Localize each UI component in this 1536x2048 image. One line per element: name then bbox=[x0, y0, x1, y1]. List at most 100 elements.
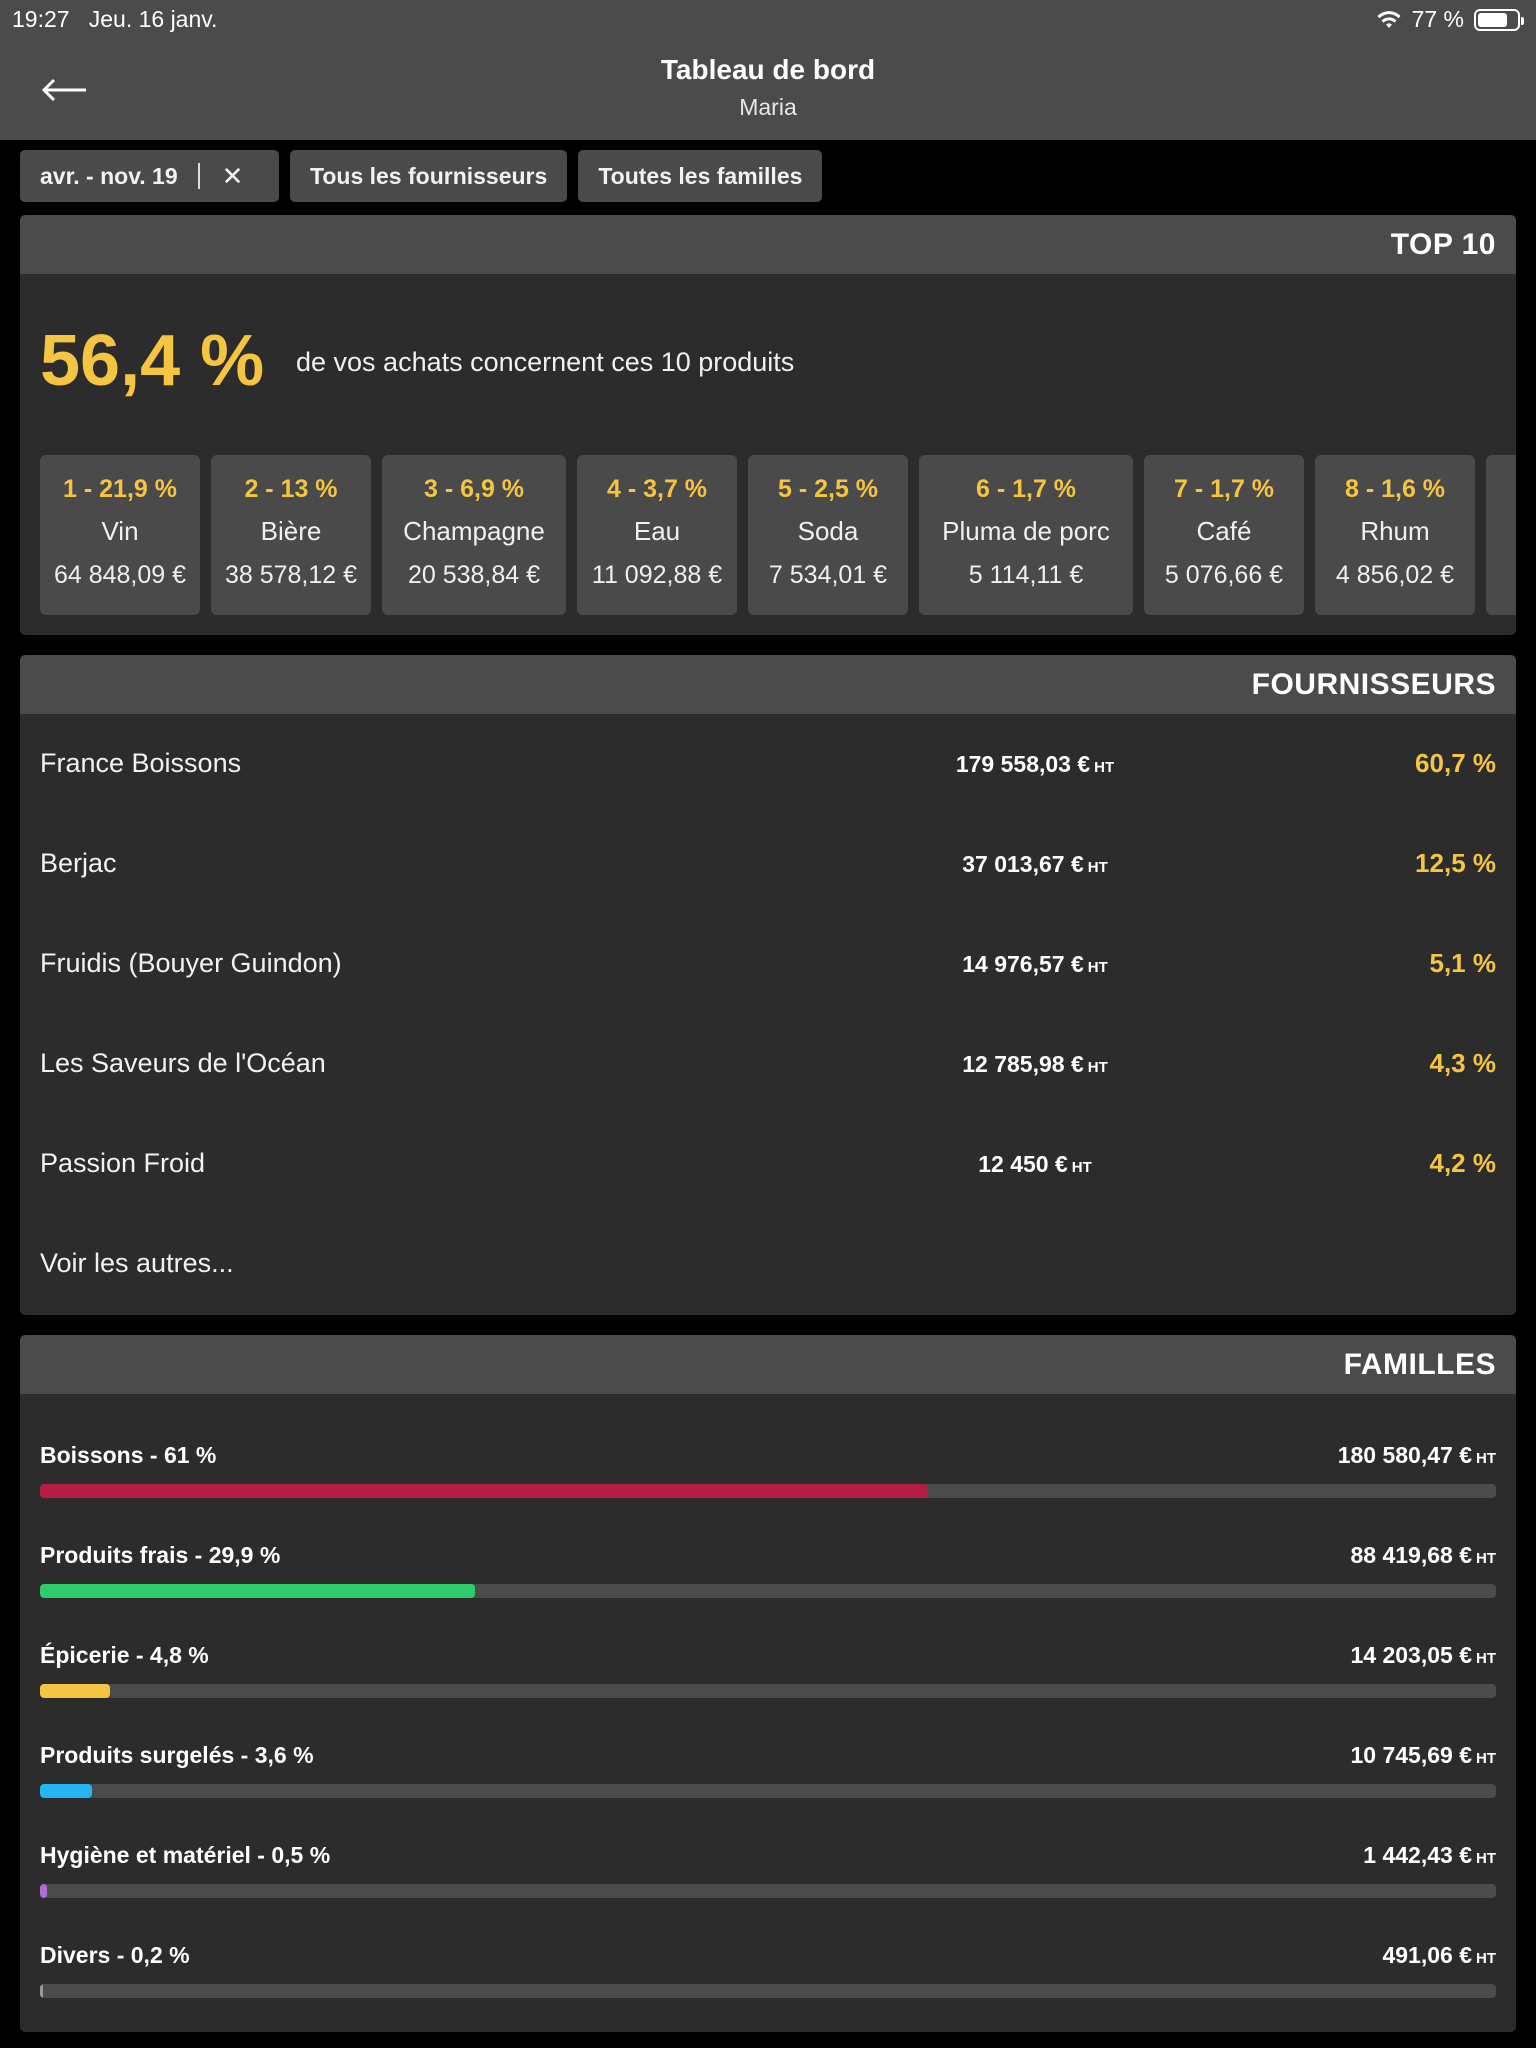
supplier-percent: 12,5 % bbox=[1415, 848, 1496, 878]
ht-unit: HT bbox=[1476, 1750, 1496, 1767]
divider bbox=[197, 163, 200, 189]
top10-cards[interactable]: 1 - 21,9 % Vin 64 848,09 € 2 - 13 % Bièr… bbox=[40, 455, 1516, 615]
supplier-name: Passion Froid bbox=[40, 1148, 206, 1178]
product-card[interactable]: 3 - 6,9 % Champagne 20 538,84 € bbox=[382, 455, 566, 615]
ht-unit: HT bbox=[1087, 1059, 1108, 1076]
arrow-left-icon bbox=[41, 78, 86, 102]
product-name: Champagne bbox=[403, 516, 545, 546]
supplier-name: Fruidis (Bouyer Guindon) bbox=[40, 948, 342, 978]
amount-value: 180 580,47 € bbox=[1337, 1442, 1472, 1468]
battery-percent: 77 % bbox=[1411, 6, 1464, 32]
product-rank: 2 - 13 % bbox=[244, 475, 338, 503]
progress-bar bbox=[40, 1484, 929, 1498]
amount-value: 491,06 € bbox=[1382, 1942, 1472, 1968]
ht-unit: HT bbox=[1476, 1650, 1496, 1667]
amount-value: 12 450 € bbox=[978, 1151, 1068, 1177]
ht-unit: HT bbox=[1071, 1159, 1092, 1176]
close-icon[interactable]: ✕ bbox=[221, 160, 244, 191]
family-label: Divers - 0,2 % bbox=[40, 1942, 190, 1968]
supplier-amount: 37 013,67 € HT bbox=[920, 851, 1150, 878]
product-amount: 64 848,09 € bbox=[53, 561, 187, 589]
page-subtitle: Maria bbox=[739, 94, 797, 120]
product-amount: 4 856,02 € bbox=[1335, 561, 1455, 589]
product-amount: 5 114,11 € bbox=[968, 561, 1084, 589]
progress-track bbox=[40, 1584, 1496, 1598]
product-name: Pluma de porc bbox=[942, 516, 1110, 546]
supplier-amount: 12 785,98 € HT bbox=[920, 1051, 1150, 1078]
filter-bar: avr. - nov. 19 ✕ Tous les fournisseurs T… bbox=[20, 150, 823, 202]
product-amount: 11 092,88 € bbox=[591, 561, 723, 589]
date: Jeu. 16 janv. bbox=[88, 6, 218, 32]
product-card[interactable]: 7 - 1,7 % Café 5 076,66 € bbox=[1144, 455, 1304, 615]
family-amount: 14 203,05 € HT bbox=[1350, 1642, 1496, 1669]
status-time: 19:27 Jeu. 16 janv. bbox=[12, 6, 217, 33]
family-row[interactable]: Produits frais - 29,9 % 88 419,68 € HT bbox=[40, 1542, 1496, 1612]
supplier-row[interactable]: France Boissons 179 558,03 € HT 60,7 % bbox=[20, 748, 1516, 848]
supplier-row[interactable]: Berjac 37 013,67 € HT 12,5 % bbox=[20, 848, 1516, 948]
product-rank: 6 - 1,7 % bbox=[975, 475, 1077, 503]
family-label: Produits frais - 29,9 % bbox=[40, 1542, 281, 1568]
top10-header: TOP 10 bbox=[20, 215, 1516, 274]
product-name: Soda bbox=[797, 516, 859, 546]
family-label: Produits surgelés - 3,6 % bbox=[40, 1742, 314, 1768]
supplier-row[interactable]: Les Saveurs de l'Océan 12 785,98 € HT 4,3… bbox=[20, 1048, 1516, 1148]
product-card[interactable]: 2 - 13 % Bière 38 578,12 € bbox=[211, 455, 371, 615]
product-rank: 1 - 21,9 % bbox=[63, 475, 177, 503]
top10-description: de vos achats concernent ces 10 produits bbox=[296, 347, 795, 377]
supplier-row[interactable]: Fruidis (Bouyer Guindon) 14 976,57 € HT 5… bbox=[20, 948, 1516, 1048]
supplier-filter[interactable]: Tous les fournisseurs bbox=[290, 150, 568, 202]
product-name: Rhum bbox=[1360, 516, 1430, 546]
suppliers-header: FOURNISSEURS bbox=[20, 655, 1516, 714]
family-row[interactable]: Épicerie - 4,8 % 14 203,05 € HT bbox=[40, 1642, 1496, 1712]
progress-track bbox=[40, 1984, 1496, 1998]
progress-bar bbox=[40, 1884, 48, 1898]
product-card[interactable]: 9 4 bbox=[1486, 455, 1516, 615]
family-filter[interactable]: Toutes les familles bbox=[578, 150, 823, 202]
amount-value: 14 203,05 € bbox=[1350, 1642, 1472, 1668]
product-card[interactable]: 4 - 3,7 % Eau 11 092,88 € bbox=[577, 455, 737, 615]
amount-value: 10 745,69 € bbox=[1350, 1742, 1472, 1768]
family-label: Hygiène et matériel - 0,5 % bbox=[40, 1842, 331, 1868]
period-filter[interactable]: avr. - nov. 19 ✕ bbox=[20, 150, 279, 202]
ht-unit: HT bbox=[1476, 1450, 1496, 1467]
product-card[interactable]: 5 - 2,5 % Soda 7 534,01 € bbox=[748, 455, 908, 615]
progress-track bbox=[40, 1784, 1496, 1798]
product-rank: 7 - 1,7 % bbox=[1173, 475, 1275, 503]
see-more-link[interactable]: Voir les autres... bbox=[40, 1248, 234, 1278]
product-amount: 5 076,66 € bbox=[1164, 561, 1284, 589]
product-name: Eau bbox=[633, 516, 681, 546]
family-amount: 10 745,69 € HT bbox=[1350, 1742, 1496, 1769]
family-row[interactable]: Hygiène et matériel - 0,5 % 1 442,43 € HT bbox=[40, 1842, 1496, 1912]
product-card[interactable]: 1 - 21,9 % Vin 64 848,09 € bbox=[40, 455, 200, 615]
supplier-amount: 14 976,57 € HT bbox=[920, 951, 1150, 978]
amount-value: 14 976,57 € bbox=[962, 951, 1084, 977]
progress-track bbox=[40, 1684, 1496, 1698]
product-card[interactable]: 6 - 1,7 % Pluma de porc 5 114,11 € bbox=[919, 455, 1133, 615]
progress-bar bbox=[40, 1584, 476, 1598]
clock: 19:27 bbox=[12, 6, 70, 32]
families-section: FAMILLES Boissons - 61 % 180 580,47 € HT … bbox=[20, 1335, 1516, 2032]
product-name: Café bbox=[1196, 516, 1252, 546]
family-filter-label: Toutes les familles bbox=[598, 162, 803, 189]
product-amount: 20 538,84 € bbox=[407, 561, 541, 589]
supplier-filter-label: Tous les fournisseurs bbox=[310, 162, 548, 189]
product-amount: 38 578,12 € bbox=[224, 561, 358, 589]
back-button[interactable] bbox=[40, 70, 90, 110]
product-amount: 7 534,01 € bbox=[768, 561, 888, 589]
amount-value: 37 013,67 € bbox=[962, 851, 1084, 877]
family-row[interactable]: Divers - 0,2 % 491,06 € HT bbox=[40, 1942, 1496, 2012]
supplier-name: Les Saveurs de l'Océan bbox=[40, 1048, 326, 1078]
families-header: FAMILLES bbox=[20, 1335, 1516, 1394]
family-row[interactable]: Boissons - 61 % 180 580,47 € HT bbox=[40, 1442, 1496, 1512]
ht-unit: HT bbox=[1476, 1850, 1496, 1867]
ht-unit: HT bbox=[1094, 759, 1115, 776]
family-row[interactable]: Produits surgelés - 3,6 % 10 745,69 € HT bbox=[40, 1742, 1496, 1812]
supplier-row[interactable]: Passion Froid 12 450 € HT 4,2 % bbox=[20, 1148, 1516, 1248]
supplier-percent: 5,1 % bbox=[1429, 948, 1497, 978]
supplier-name: Berjac bbox=[40, 848, 117, 878]
progress-track bbox=[40, 1884, 1496, 1898]
product-card[interactable]: 8 - 1,6 % Rhum 4 856,02 € bbox=[1315, 455, 1475, 615]
product-rank: 4 - 3,7 % bbox=[606, 475, 708, 503]
supplier-percent: 4,2 % bbox=[1429, 1148, 1497, 1178]
family-label: Épicerie - 4,8 % bbox=[40, 1642, 209, 1668]
